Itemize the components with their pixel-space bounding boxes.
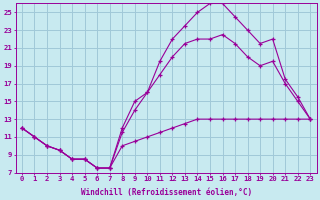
X-axis label: Windchill (Refroidissement éolien,°C): Windchill (Refroidissement éolien,°C) — [81, 188, 252, 197]
